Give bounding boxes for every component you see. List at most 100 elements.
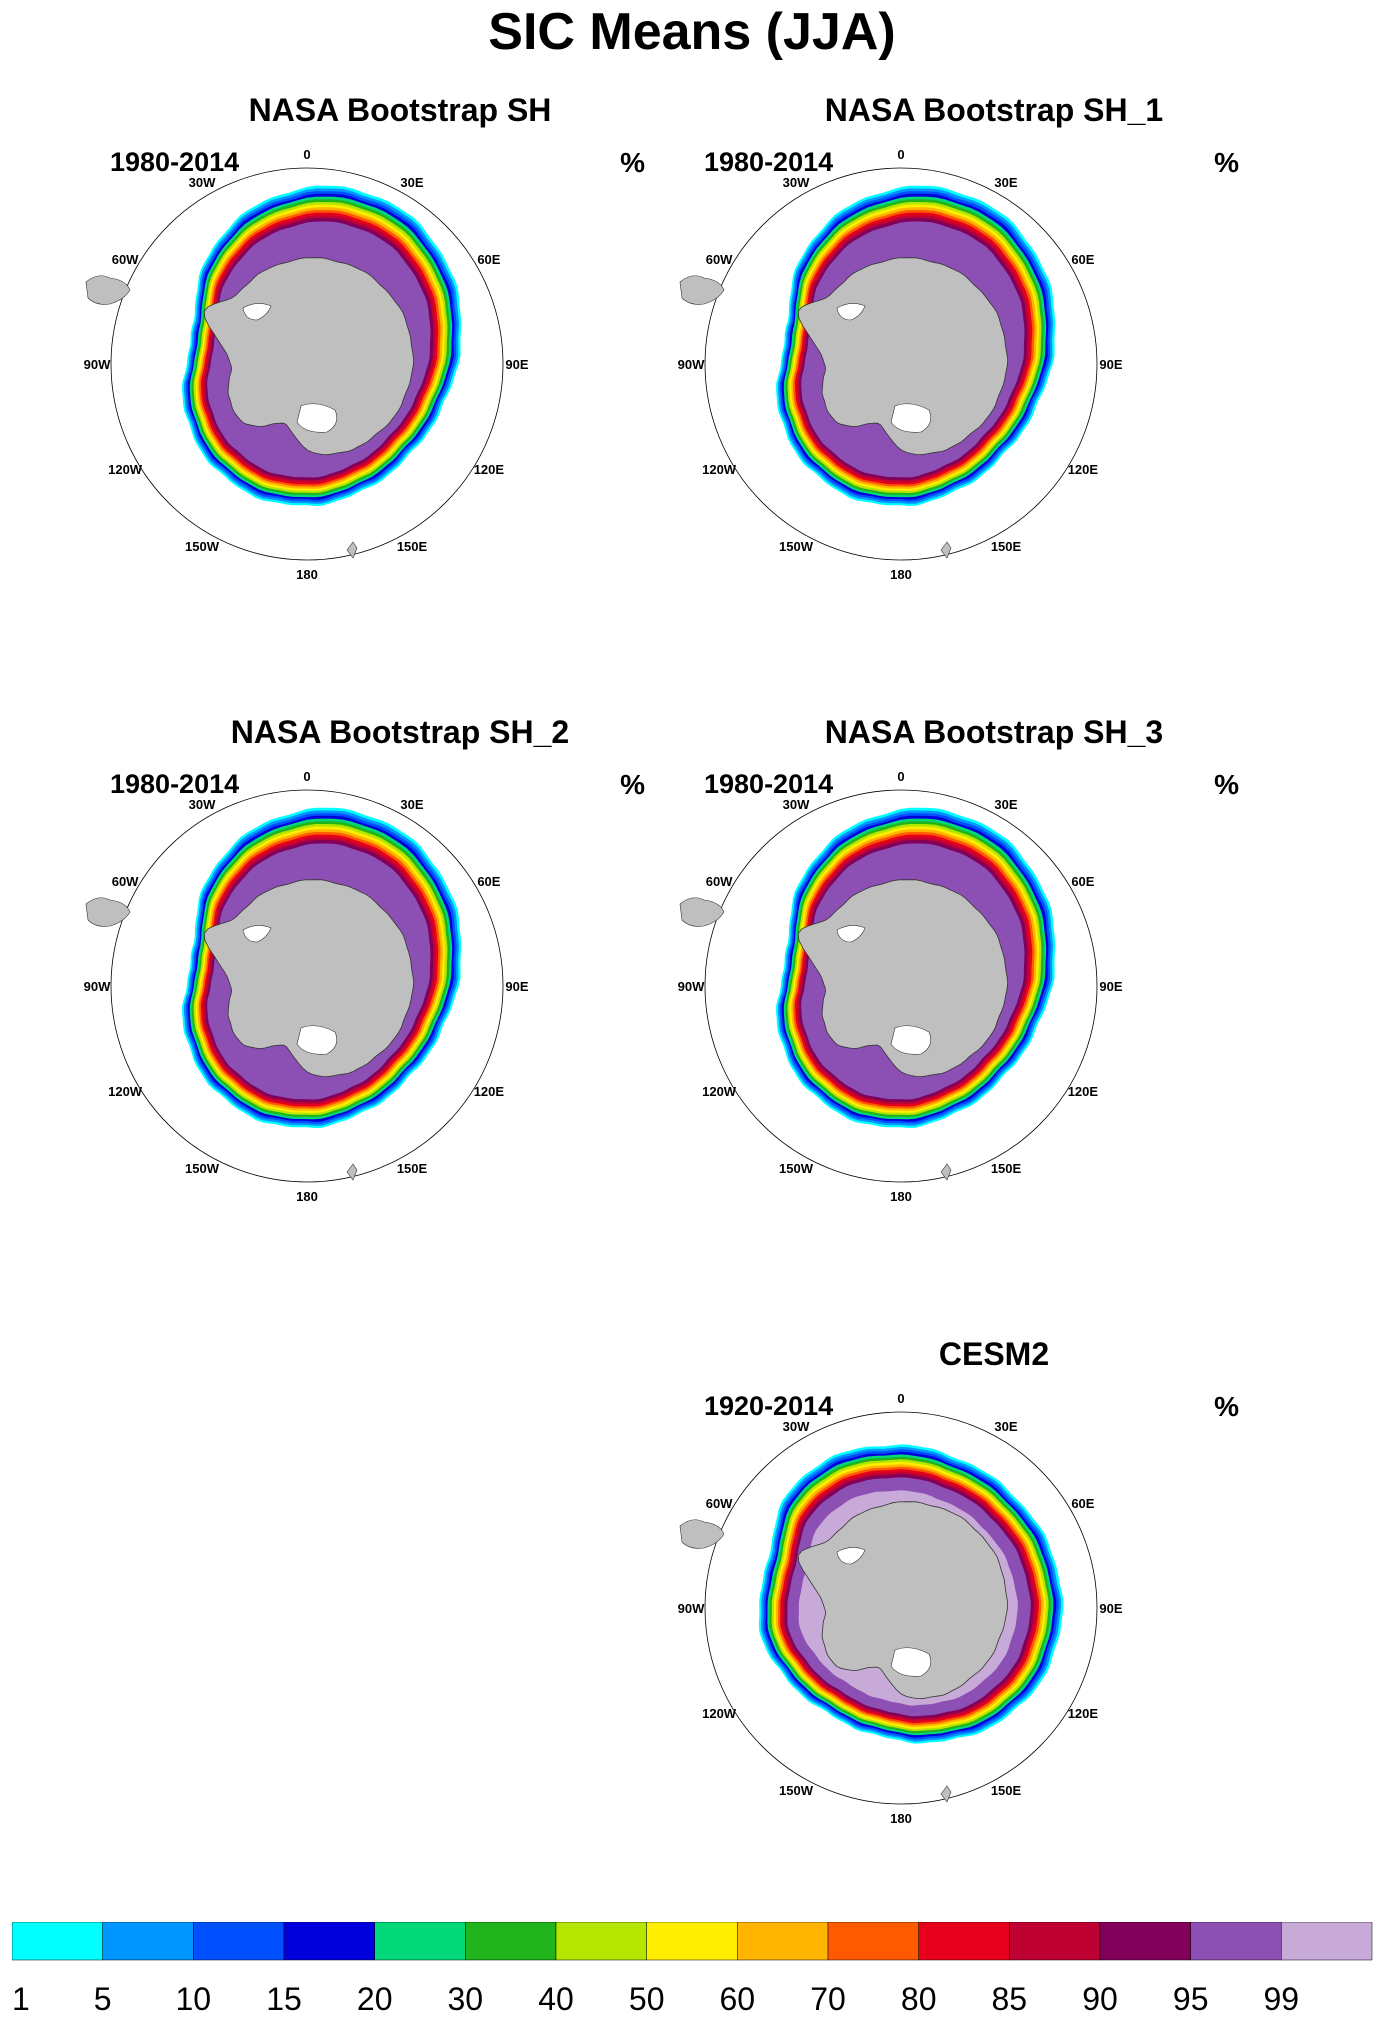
new-zealand-land [940, 1163, 952, 1181]
new-zealand-land [346, 1163, 358, 1181]
lon-label: 0 [897, 1391, 904, 1406]
panel-period: 1980-2014 [704, 769, 834, 799]
lon-label: 60W [112, 252, 139, 267]
map-panel-nasa-bootstrap-sh-3: NASA Bootstrap SH_3 1980-2014 % 0 30E 60E 9… [674, 714, 1314, 1314]
lon-label: 60E [1071, 1496, 1094, 1511]
lon-label: 120E [474, 1084, 505, 1099]
lon-label: 180 [890, 567, 912, 582]
lon-label: 60E [477, 252, 500, 267]
colorbar-swatch-95 [1190, 1922, 1282, 1961]
colorbar-swatch-5 [102, 1922, 194, 1961]
map-panel-cesm2: CESM2 1920-2014 % 0 30E 60E 90E 120E 150E 180 1… [674, 1336, 1314, 1936]
colorbar-swatch-20 [374, 1922, 466, 1961]
lon-label: 120W [702, 462, 737, 477]
panel-period: 1980-2014 [110, 147, 240, 177]
colorbar-tick-label: 10 [176, 1981, 212, 2017]
lon-label: 180 [296, 567, 318, 582]
polar-map: 0 30E 60E 90E 120E 150E 180 150W 120W 90W 60W 30W [678, 147, 1123, 582]
colorbar-tick-label: 60 [720, 1981, 756, 2017]
colorbar-swatch-50 [646, 1922, 738, 1961]
lon-label: 60E [477, 874, 500, 889]
colorbar-tick-label: 1 [12, 1981, 30, 2017]
lon-label: 120W [108, 1084, 143, 1099]
lon-label: 30E [994, 175, 1017, 190]
polar-map: 0 30E 60E 90E 120E 150E 180 150W 120W 90W 60W 30W [678, 1391, 1123, 1826]
lon-label: 150W [185, 539, 220, 554]
colorbar-swatch-40 [555, 1922, 647, 1961]
panel-title: CESM2 [938, 1336, 1050, 1372]
colorbar-tick-label: 85 [992, 1981, 1028, 2017]
south-america-land [679, 275, 725, 305]
panel-title: NASA Bootstrap SH_2 [230, 714, 570, 750]
lon-label: 90W [84, 357, 111, 372]
colorbar-tick-label: 99 [1264, 1981, 1300, 2017]
colorbar-swatch-90 [1099, 1922, 1191, 1961]
ross-ice-shelf [296, 403, 338, 433]
lon-label: 30W [783, 1419, 810, 1434]
lon-label: 90E [505, 357, 528, 372]
panel-period: 1980-2014 [110, 769, 240, 799]
lon-label: 120E [1068, 462, 1099, 477]
lon-label: 0 [303, 147, 310, 162]
map-panel-nasa-bootstrap-sh: NASA Bootstrap SH 1980-2014 % 0 30E 60E 90E… [80, 92, 720, 692]
ice-shelf [836, 1547, 866, 1565]
lon-label: 150W [779, 539, 814, 554]
lon-label: 150E [991, 1783, 1022, 1798]
lon-label: 0 [897, 147, 904, 162]
figure-title: SIC Means (JJA) [488, 3, 896, 61]
lon-label: 60W [706, 252, 733, 267]
panel-period: 1980-2014 [704, 147, 834, 177]
new-zealand-land [940, 1785, 952, 1803]
lon-label: 180 [890, 1189, 912, 1204]
map-panel-nasa-bootstrap-sh-1: NASA Bootstrap SH_1 1980-2014 % 0 30E 60E 9… [674, 92, 1314, 692]
new-zealand-land [346, 541, 358, 559]
lon-label: 120E [1068, 1706, 1099, 1721]
ice-shelf [242, 925, 272, 943]
lon-label: 150E [991, 1161, 1022, 1176]
colorbar-tick-label: 50 [629, 1981, 665, 2017]
polar-map: 0 30E 60E 90E 120E 150E 180 150W 120W 90W 60W 30W [84, 769, 529, 1204]
lon-label: 90E [1099, 357, 1122, 372]
colorbar-swatch-30 [465, 1922, 557, 1961]
colorbar-tick-label: 70 [810, 1981, 846, 2017]
colorbar-tick-label: 90 [1082, 1981, 1118, 2017]
lon-label: 150W [779, 1783, 814, 1798]
lon-label: 90W [84, 979, 111, 994]
lon-label: 90E [1099, 1601, 1122, 1616]
colorbar-swatch-80 [918, 1922, 1010, 1961]
panel-period: 1920-2014 [704, 1391, 834, 1421]
lon-label: 150E [397, 539, 428, 554]
colorbar-swatch-70 [827, 1922, 919, 1961]
map-panel-nasa-bootstrap-sh-2: NASA Bootstrap SH_2 1980-2014 % 0 30E 60E 9… [80, 714, 720, 1314]
colorbar-tick-label: 15 [266, 1981, 302, 2017]
colorbar-swatch-60 [737, 1922, 829, 1961]
south-america-land [85, 897, 131, 927]
colorbar-swatch-15 [283, 1922, 375, 1961]
new-zealand-land [940, 541, 952, 559]
colorbar-swatch-10 [193, 1922, 285, 1961]
colorbar-tick-label: 20 [357, 1981, 393, 2017]
lon-label: 30W [189, 797, 216, 812]
panel-unit: % [620, 147, 645, 178]
lon-label: 30E [994, 1419, 1017, 1434]
south-america-land [679, 897, 725, 927]
colorbar-tick-label: 30 [448, 1981, 484, 2017]
lon-label: 90W [678, 979, 705, 994]
lon-label: 60W [112, 874, 139, 889]
panel-title: NASA Bootstrap SH_1 [824, 92, 1164, 128]
lon-label: 120E [474, 462, 505, 477]
colorbar-tick-label: 5 [94, 1981, 112, 2017]
colorbar-swatch-99 [1281, 1922, 1373, 1961]
lon-label: 120W [108, 462, 143, 477]
polar-map: 0 30E 60E 90E 120E 150E 180 150W 120W 90W 60W 30W [678, 769, 1123, 1204]
lon-label: 0 [897, 769, 904, 784]
lon-label: 60W [706, 1496, 733, 1511]
ice-shelf [836, 925, 866, 943]
lon-label: 60E [1071, 252, 1094, 267]
lon-label: 90E [505, 979, 528, 994]
ross-ice-shelf [890, 1647, 932, 1677]
lon-label: 120W [702, 1084, 737, 1099]
lon-label: 60E [1071, 874, 1094, 889]
south-america-land [679, 1519, 725, 1549]
lon-label: 60W [706, 874, 733, 889]
